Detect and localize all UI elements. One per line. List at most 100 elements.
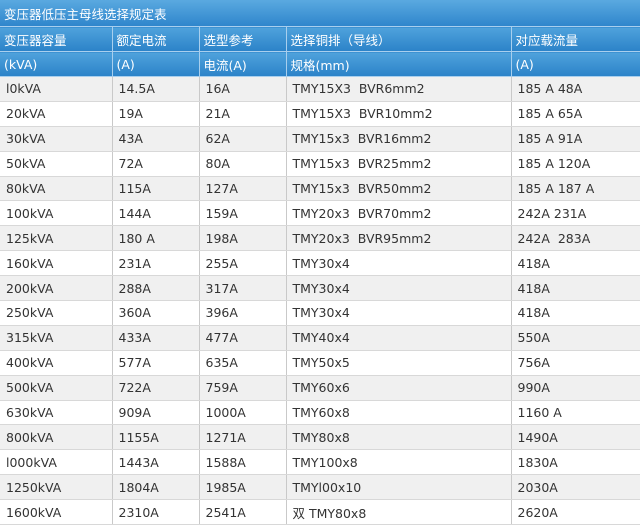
cell: 127A xyxy=(199,176,287,202)
data-row: 800kVA 1155A 1271A TMY80x8 1490A xyxy=(0,424,640,451)
cell: 198A xyxy=(199,225,287,252)
cell: TMY60x6 xyxy=(286,375,512,401)
cell: 1588A xyxy=(199,449,287,476)
cell: 1443A xyxy=(112,449,200,476)
cell: l0kVA xyxy=(0,76,113,102)
cell: 630kVA xyxy=(0,400,113,426)
cell: 144A xyxy=(112,200,200,227)
cell: 159A xyxy=(199,200,287,227)
cell: 400kVA xyxy=(0,350,113,376)
cell: 125kVA xyxy=(0,225,113,252)
cell: 360A xyxy=(112,300,200,326)
cell: 160kVA xyxy=(0,250,113,277)
cell: 231A xyxy=(112,250,200,277)
cell: 1490A xyxy=(511,424,640,451)
cell: TMY50x5 xyxy=(286,350,512,376)
cell: 72A xyxy=(112,151,200,177)
cell: 577A xyxy=(112,350,200,376)
cell: 185 A 65A xyxy=(511,101,640,127)
header-cell: 对应载流量 xyxy=(511,26,640,52)
cell: 1160 A xyxy=(511,400,640,426)
cell: 185 A 91A xyxy=(511,126,640,152)
cell: 288A xyxy=(112,275,200,302)
header-cell: 变压器容量 xyxy=(0,26,113,52)
header-cell: (A) xyxy=(511,51,640,77)
cell: 185 A 120A xyxy=(511,151,640,177)
cell: 255A xyxy=(199,250,287,277)
cell: 20kVA xyxy=(0,101,113,127)
cell: 1804A xyxy=(112,474,200,501)
cell: 200kVA xyxy=(0,275,113,302)
header-cell: 选型参考 xyxy=(199,26,287,52)
cell: 62A xyxy=(199,126,287,152)
cell: TMY40x4 xyxy=(286,325,512,351)
cell: 1271A xyxy=(199,424,287,451)
data-row: 630kVA 909A 1000A TMY60x8 1160 A xyxy=(0,400,640,426)
cell: 756A xyxy=(511,350,640,376)
header-cell: (A) xyxy=(112,51,200,77)
data-row: 400kVA 577A 635A TMY50x5 756A xyxy=(0,350,640,376)
cell: 418A xyxy=(511,275,640,302)
cell: 115A xyxy=(112,176,200,202)
cell: 250kVA xyxy=(0,300,113,326)
cell: 14.5A xyxy=(112,76,200,102)
cell: 50kVA xyxy=(0,151,113,177)
data-row: 315kVA 433A 477A TMY40x4 550A xyxy=(0,325,640,351)
cell: 2541A xyxy=(199,499,287,525)
cell: 1000A xyxy=(199,400,287,426)
cell: 30kVA xyxy=(0,126,113,152)
cell: 722A xyxy=(112,375,200,401)
cell: 180 A xyxy=(112,225,200,252)
cell: 635A xyxy=(199,350,287,376)
data-row: 200kVA 288A 317A TMY30x4 418A xyxy=(0,275,640,302)
title-row: 变压器低压主母线选择规定表 xyxy=(0,0,640,27)
header-cell: 规格(mm) xyxy=(286,51,512,77)
cell: TMY30x4 xyxy=(286,300,512,326)
cell: 242A 283A xyxy=(511,225,640,252)
cell: 1985A xyxy=(199,474,287,501)
cell: 550A xyxy=(511,325,640,351)
data-row: 1600kVA 2310A 2541A 双 TMY80x8 2620A xyxy=(0,499,640,525)
cell: TMY20x3 BVR95mm2 xyxy=(286,225,512,252)
cell: TMY30x4 xyxy=(286,250,512,277)
cell: 242A 231A xyxy=(511,200,640,227)
cell: l000kVA xyxy=(0,449,113,476)
cell: TMY30x4 xyxy=(286,275,512,302)
data-row: 30kVA 43A 62A TMY15x3 BVR16mm2 185 A 91A xyxy=(0,126,640,152)
cell: 19A xyxy=(112,101,200,127)
data-row: 20kVA 19A 21A TMY15X3 BVR10mm2 185 A 65A xyxy=(0,101,640,127)
cell: TMY15x3 BVR50mm2 xyxy=(286,176,512,202)
data-row: l0kVA 14.5A 16A TMY15X3 BVR6mm2 185 A 48A xyxy=(0,76,640,102)
data-row: 125kVA 180 A 198A TMY20x3 BVR95mm2 242A 283A xyxy=(0,225,640,252)
cell: 80A xyxy=(199,151,287,177)
cell: 21A xyxy=(199,101,287,127)
cell: 315kVA xyxy=(0,325,113,351)
cell: 80kVA xyxy=(0,176,113,202)
cell: TMY20x3 BVR70mm2 xyxy=(286,200,512,227)
data-row: 50kVA 72A 80A TMY15x3 BVR25mm2 185 A 120A xyxy=(0,151,640,177)
cell: 433A xyxy=(112,325,200,351)
header-cell: (kVA) xyxy=(0,51,113,77)
cell: 909A xyxy=(112,400,200,426)
cell: 396A xyxy=(199,300,287,326)
cell: TMY15X3 BVR10mm2 xyxy=(286,101,512,127)
cell: TMY60x8 xyxy=(286,400,512,426)
cell: 1155A xyxy=(112,424,200,451)
cell: TMYl00x10 xyxy=(286,474,512,501)
cell: 2030A xyxy=(511,474,640,501)
cell: TMY15X3 BVR6mm2 xyxy=(286,76,512,102)
cell: 双 TMY80x8 xyxy=(286,499,512,525)
cell: 418A xyxy=(511,250,640,277)
data-row: 160kVA 231A 255A TMY30x4 418A xyxy=(0,250,640,277)
cell: 185 A 48A xyxy=(511,76,640,102)
cell: 477A xyxy=(199,325,287,351)
cell: TMY15x3 BVR25mm2 xyxy=(286,151,512,177)
cell: 1600kVA xyxy=(0,499,113,525)
cell: 16A xyxy=(199,76,287,102)
cell: 500kVA xyxy=(0,375,113,401)
data-row: 100kVA 144A 159A TMY20x3 BVR70mm2 242A 231A xyxy=(0,200,640,227)
cell: TMY80x8 xyxy=(286,424,512,451)
cell: TMY15x3 BVR16mm2 xyxy=(286,126,512,152)
cell: 100kVA xyxy=(0,200,113,227)
cell: 317A xyxy=(199,275,287,302)
